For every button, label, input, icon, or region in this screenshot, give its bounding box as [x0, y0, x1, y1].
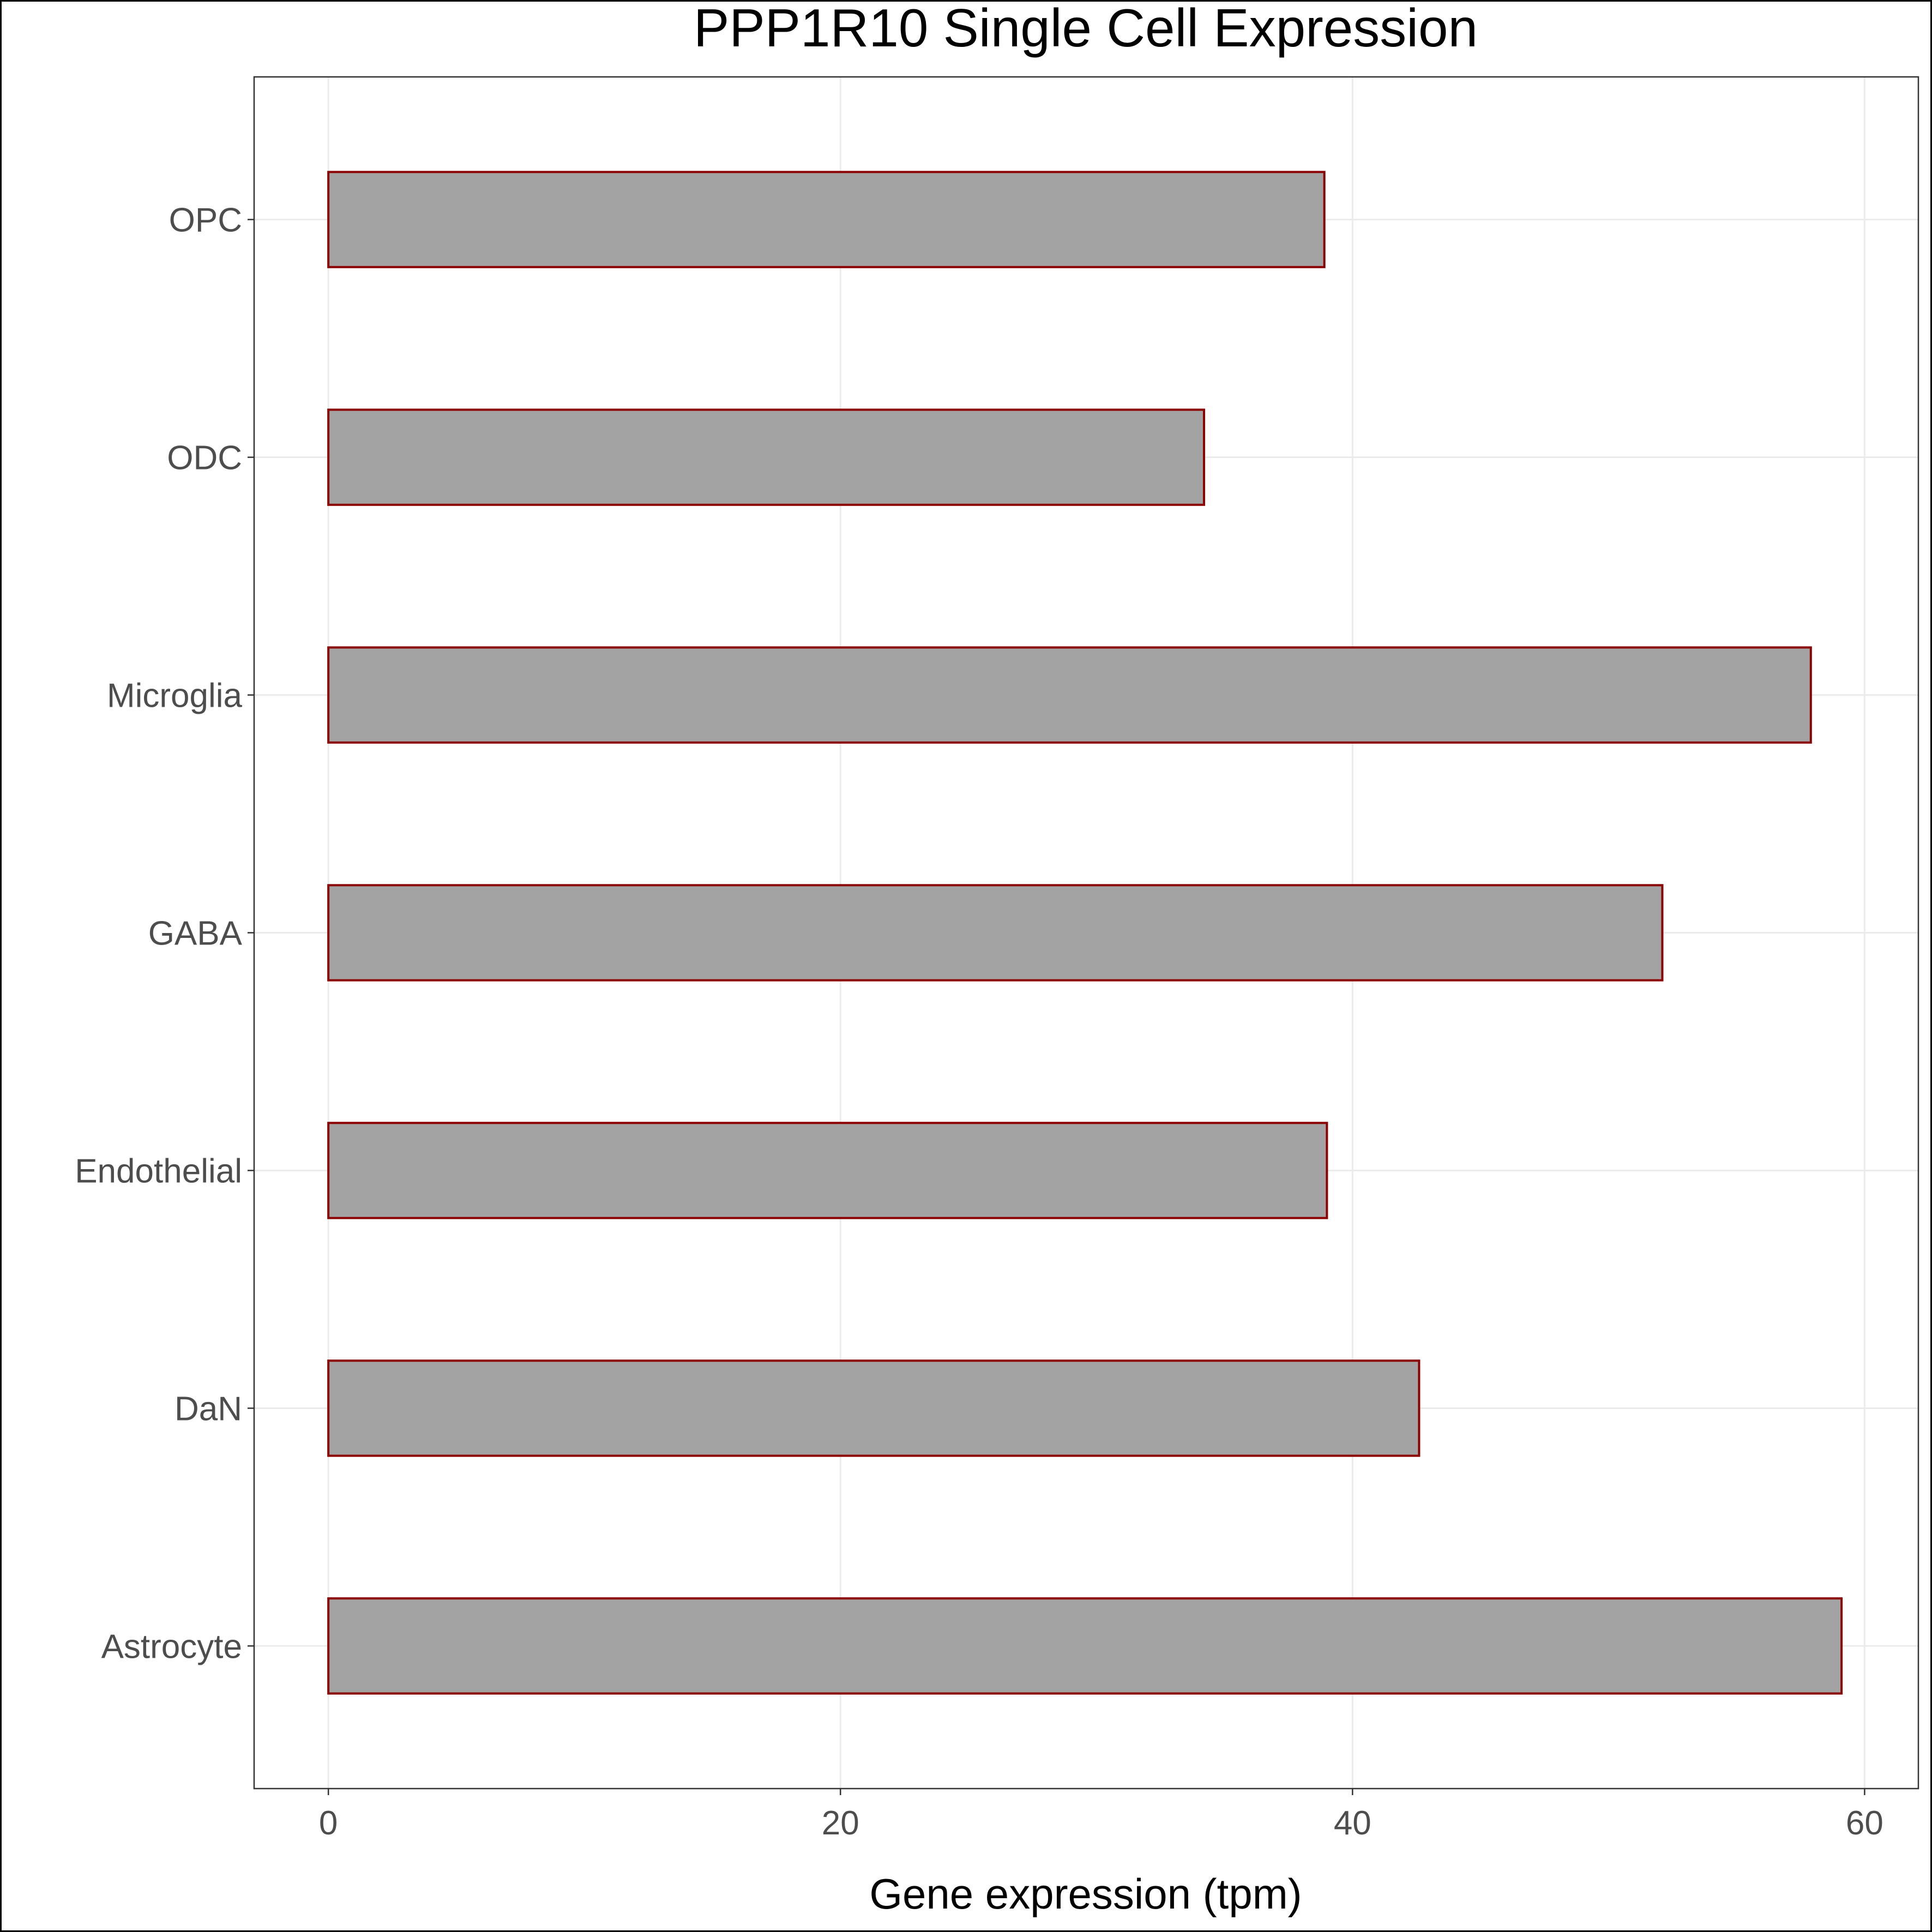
y-tick-label: Microglia [107, 677, 243, 715]
bar-endothelial [327, 1122, 1328, 1219]
y-tick-label: GABA [148, 915, 243, 953]
y-tick-label: Astrocyte [101, 1628, 242, 1665]
x-axis-label: Gene expression (tpm) [869, 1870, 1302, 1918]
x-tick-label: 20 [822, 1804, 859, 1842]
bar-odc [327, 408, 1205, 506]
x-tick-label: 40 [1334, 1804, 1371, 1842]
chart-title: PPP1R10 Single Cell Expression [694, 0, 1478, 58]
x-tick-label: 0 [319, 1804, 338, 1842]
bar-microglia [327, 646, 1812, 744]
y-tick-label: ODC [167, 440, 242, 477]
bar-gaba [327, 884, 1664, 982]
y-tick-label: DaN [174, 1390, 242, 1428]
bar-opc [327, 171, 1326, 268]
y-tick-label: OPC [169, 202, 242, 239]
x-axis: 0 20 40 60 [319, 1789, 1883, 1842]
x-tick-label: 60 [1846, 1804, 1883, 1842]
y-tick-label: Endothelial [75, 1152, 242, 1190]
bars [327, 171, 1843, 1695]
bar-dan [327, 1359, 1421, 1457]
bar-astrocyte [327, 1597, 1843, 1695]
y-axis: OPC ODC Microglia GABA Endothelial DaN Astrocy… [75, 202, 254, 1665]
